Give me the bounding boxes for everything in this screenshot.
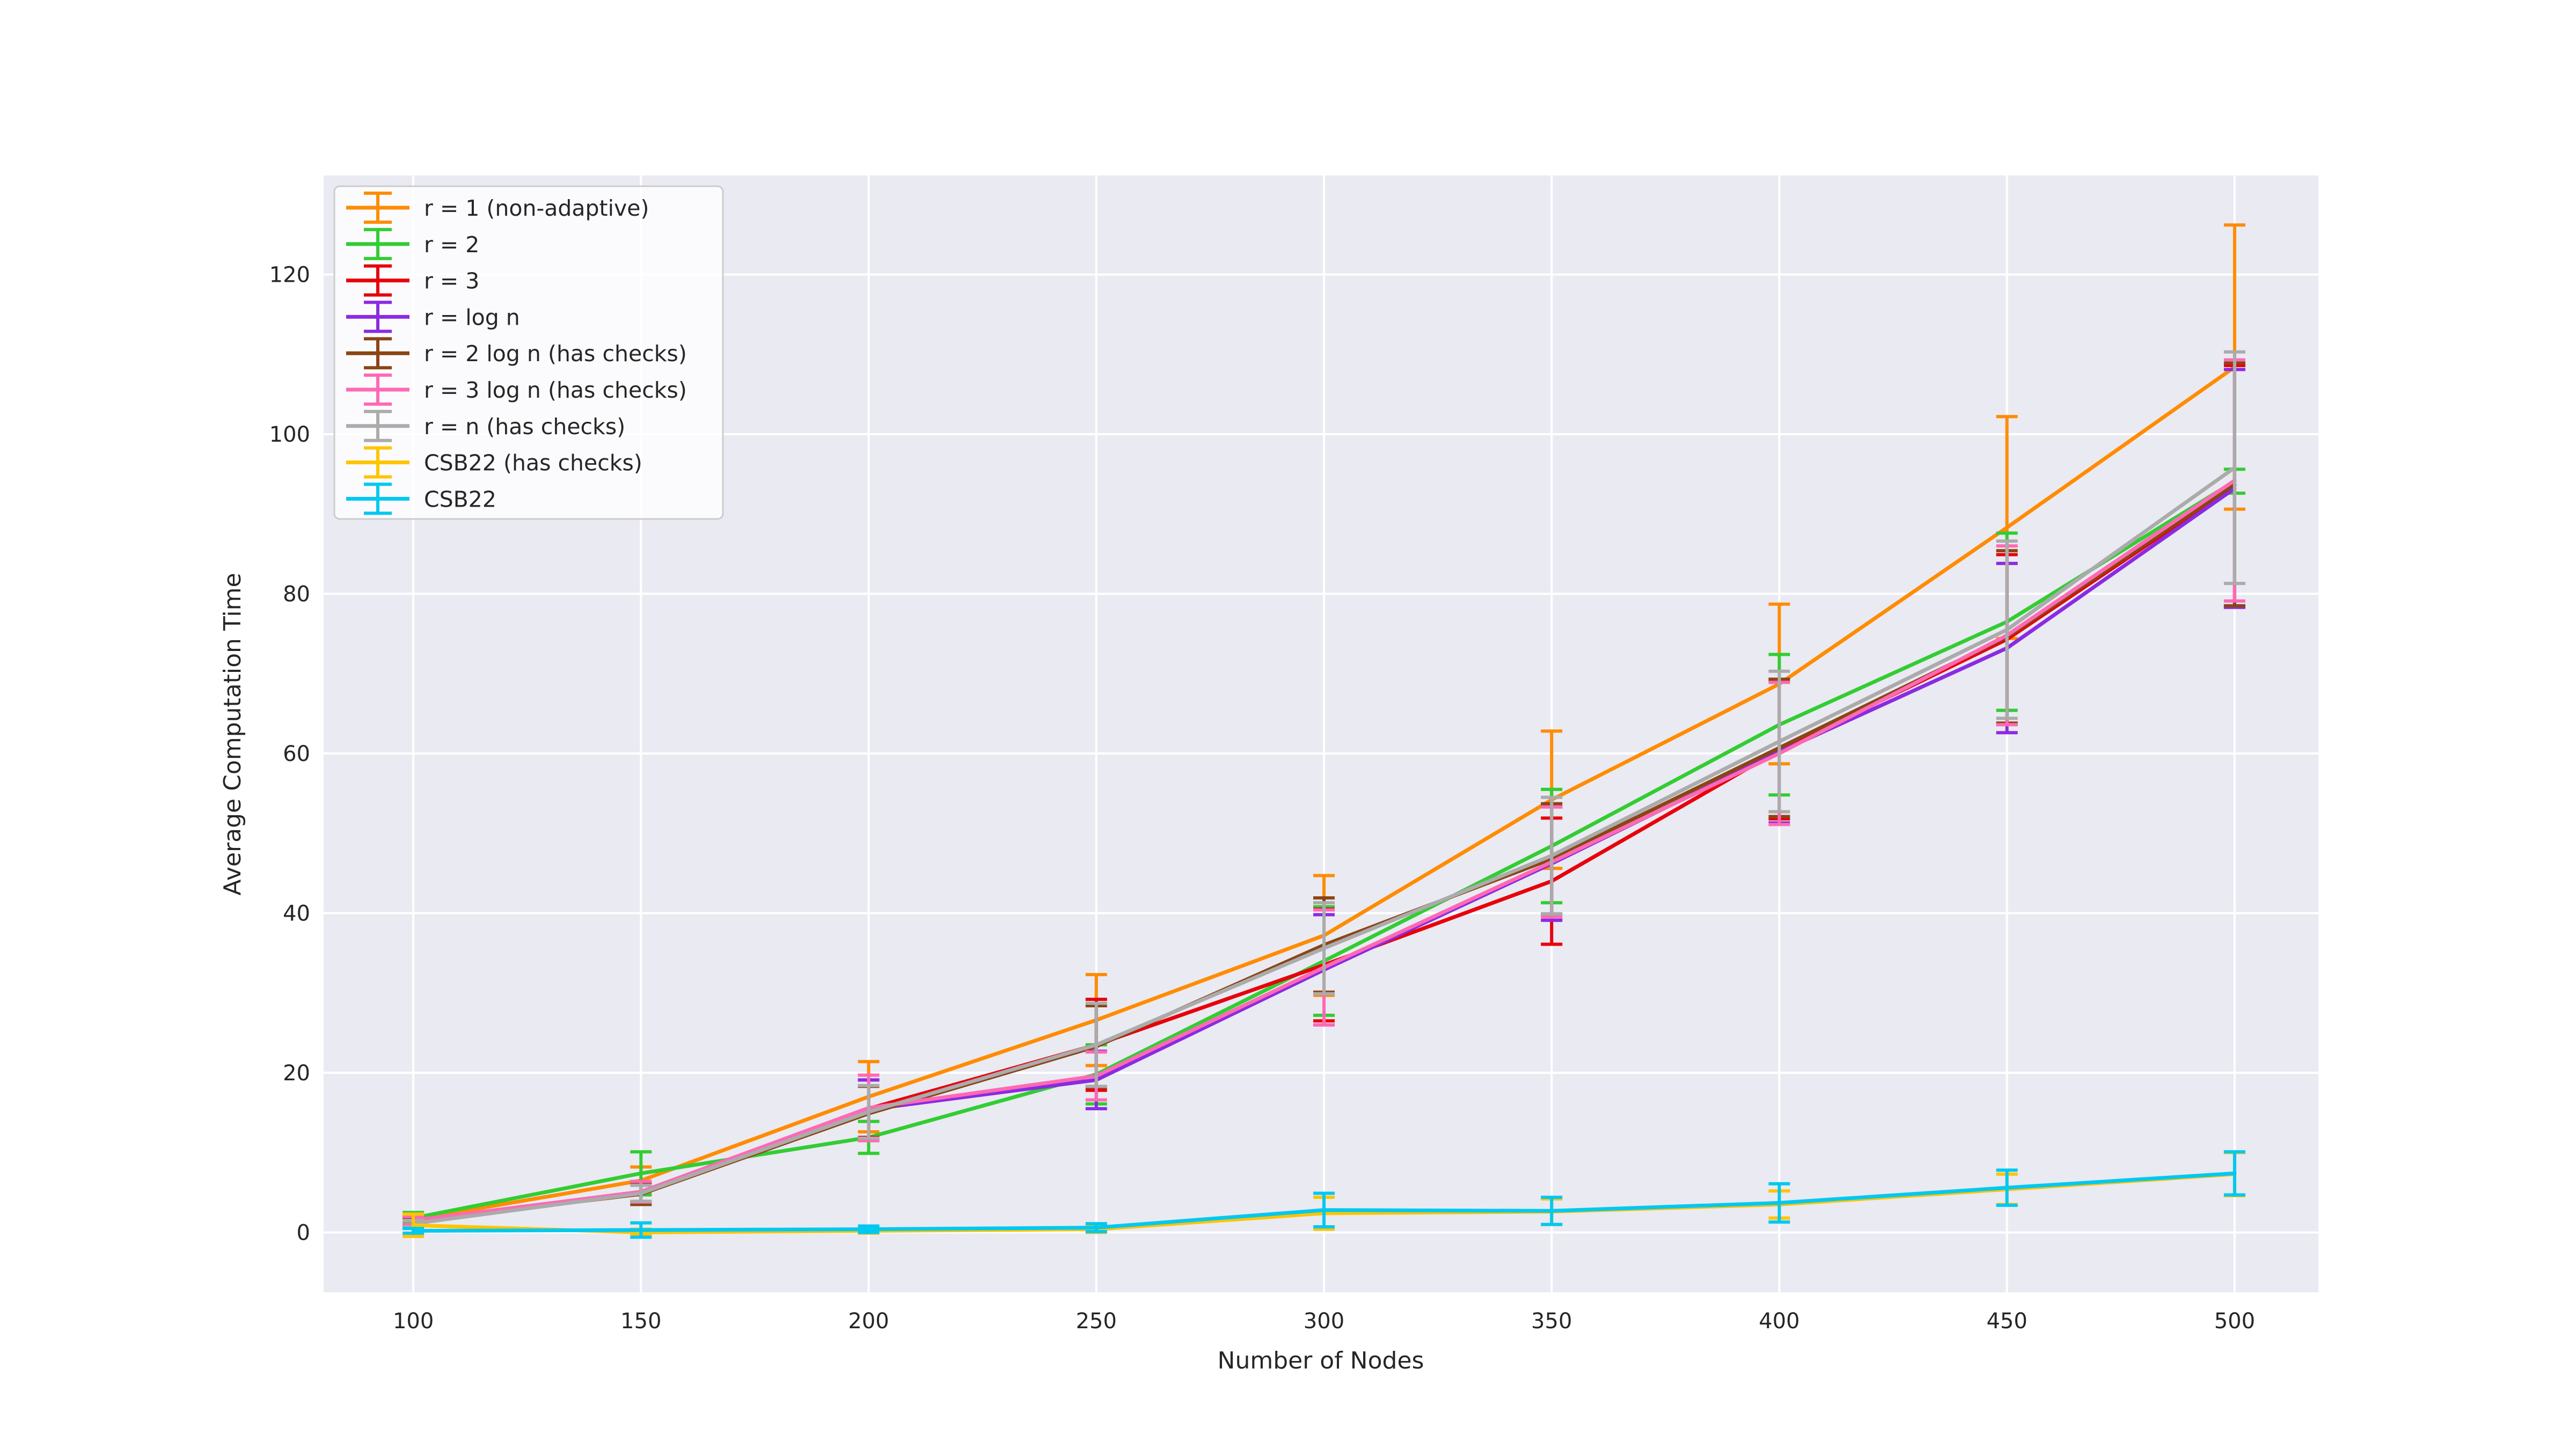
x-tick-label: 250: [1076, 1309, 1117, 1334]
x-tick-label: 450: [1986, 1309, 2027, 1334]
y-tick-label: 0: [297, 1220, 310, 1245]
y-tick-label: 80: [283, 582, 310, 606]
legend-box: [333, 185, 724, 520]
y-tick-label: 100: [269, 422, 310, 447]
legend-label: CSB22: [424, 486, 496, 512]
legend-label: r = log n: [424, 304, 520, 330]
legend-item: r = 3 log n (has checks): [346, 374, 687, 406]
y-axis-label: Average Computation Time: [219, 573, 246, 895]
x-tick-label: 100: [393, 1309, 434, 1334]
series-csb22: [402, 1150, 2245, 1239]
legend-item: CSB22: [346, 482, 496, 515]
x-axis-label: Number of Nodes: [1218, 1347, 1424, 1374]
x-tick-label: 150: [620, 1309, 661, 1334]
legend-label: r = n (has checks): [424, 414, 625, 440]
y-tick-label: 120: [269, 262, 310, 287]
series-line: [411, 1171, 2237, 1233]
x-tick-labels: 100 150 200 250 300 350 400 450 500: [393, 1309, 2255, 1334]
data-series: [402, 223, 2245, 1239]
y-tick-labels: 0 20 40 60 80 100 120: [269, 262, 310, 1245]
legend-item: r = log n: [346, 301, 520, 333]
legend: r = 1 (non-adaptive) r = 2 r = 3 r = log n r…: [333, 185, 724, 520]
legend-item: r = 2: [346, 228, 479, 260]
legend-label: r = 3: [424, 268, 479, 294]
x-tick-label: 350: [1531, 1309, 1572, 1334]
legend-label: r = 2 log n (has checks): [424, 341, 687, 367]
legend-item: CSB22 (has checks): [346, 446, 642, 479]
x-tick-label: 500: [2214, 1309, 2255, 1334]
legend-item: r = n (has checks): [346, 409, 625, 442]
y-tick-label: 60: [283, 742, 310, 766]
legend-label: r = 1 (non-adaptive): [424, 195, 649, 221]
legend-item: r = 2 log n (has checks): [346, 337, 687, 370]
series-r-n-has-checks-: [402, 350, 2245, 1229]
x-tick-label: 400: [1759, 1309, 1799, 1334]
legend-item: r = 1 (non-adaptive): [346, 192, 649, 224]
legend-label: CSB22 (has checks): [424, 450, 642, 476]
x-tick-label: 300: [1304, 1309, 1344, 1334]
legend-label: r = 2: [424, 232, 479, 258]
y-tick-label: 40: [283, 901, 310, 926]
legend-label: r = 3 log n (has checks): [424, 377, 687, 403]
y-tick-label: 20: [283, 1061, 310, 1086]
series-line: [411, 465, 2237, 1226]
x-tick-label: 200: [848, 1309, 889, 1334]
legend-item: r = 3: [346, 264, 479, 297]
